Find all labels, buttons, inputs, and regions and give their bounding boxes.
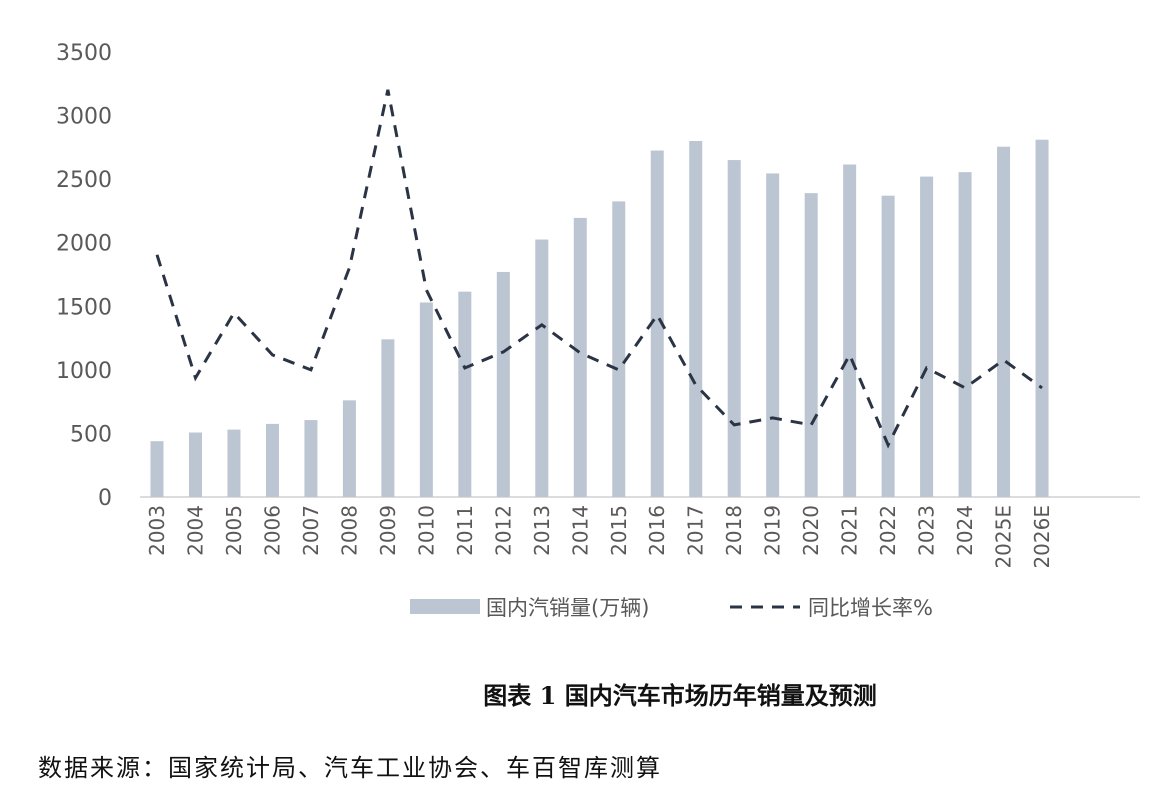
bar-2005: [227, 429, 241, 497]
x-tick-label: 2018: [722, 505, 746, 556]
bar-2008: [342, 400, 356, 497]
bar-2020: [804, 193, 818, 497]
y-tick-label: 2500: [56, 168, 112, 193]
bar-2010: [419, 302, 433, 497]
bar-2006: [265, 423, 279, 497]
legend-label-sales: 国内汽销量(万辆): [486, 596, 649, 620]
bar-2003: [150, 441, 164, 497]
x-tick-label: 2014: [568, 505, 592, 556]
x-tick-label: 2017: [684, 505, 708, 556]
bar-2017: [689, 141, 703, 497]
x-tick-label: 2016: [645, 505, 669, 556]
x-tick-label: 2015: [607, 505, 631, 556]
data-source: 数据来源：国家统计局、汽车工业协会、车百智库测算: [38, 754, 662, 782]
bar-2012: [496, 271, 510, 497]
x-tick-label: 2003: [145, 505, 169, 556]
y-tick-label: 3000: [56, 105, 112, 130]
x-tick-label: 2013: [530, 505, 554, 556]
x-tick-label: 2021: [838, 505, 862, 556]
y-tick-label: 500: [70, 422, 112, 447]
bar-2011: [458, 291, 472, 497]
y-tick-label: 1500: [56, 295, 112, 320]
bar-2015: [612, 201, 626, 497]
y-tick-label: 0: [98, 486, 112, 511]
bar-2021: [843, 164, 857, 497]
x-tick-label: 2023: [915, 505, 939, 556]
bar-2016: [650, 150, 664, 498]
x-tick-label: 2019: [761, 505, 785, 556]
y-tick-label: 1000: [56, 359, 112, 384]
bar-2026E: [1035, 139, 1049, 497]
y-tick-label: 2000: [56, 232, 112, 257]
x-tick-label: 2024: [953, 505, 977, 556]
x-tick-label: 2009: [376, 505, 400, 556]
bar-2007: [304, 420, 318, 497]
x-tick-label: 2011: [453, 505, 477, 556]
x-tick-label: 2007: [299, 505, 323, 556]
bar-2004: [188, 432, 202, 497]
bar-2019: [766, 173, 780, 497]
growth-rate-line: [155, 89, 1043, 449]
x-tick-label: 2025E: [992, 505, 1016, 569]
legend-label-growth: 同比增长率%: [808, 596, 933, 620]
x-tick-label: 2004: [183, 505, 207, 556]
x-tick-label: 2022: [876, 505, 900, 556]
x-tick-label: 2005: [222, 505, 246, 556]
bar-2014: [573, 217, 587, 497]
bar-2018: [727, 160, 741, 498]
x-tick-label: 2012: [491, 505, 515, 556]
x-tick-label: 2026E: [1030, 505, 1054, 569]
x-tick-label: 2008: [337, 505, 361, 556]
bar-2024: [958, 172, 972, 497]
bar-2025E: [997, 146, 1011, 497]
bar-2013: [535, 239, 549, 498]
figure-caption: 图表 1 国内汽车市场历年销量及预测: [483, 681, 877, 710]
bar-2023: [920, 176, 934, 497]
bar-2009: [381, 339, 395, 497]
x-tick-label: 2010: [414, 505, 438, 556]
x-tick-label: 2020: [799, 505, 823, 556]
bar-2022: [881, 195, 895, 497]
legend-bar-swatch: [410, 599, 480, 614]
x-tick-label: 2006: [260, 505, 284, 556]
y-tick-label: 3500: [56, 41, 112, 66]
